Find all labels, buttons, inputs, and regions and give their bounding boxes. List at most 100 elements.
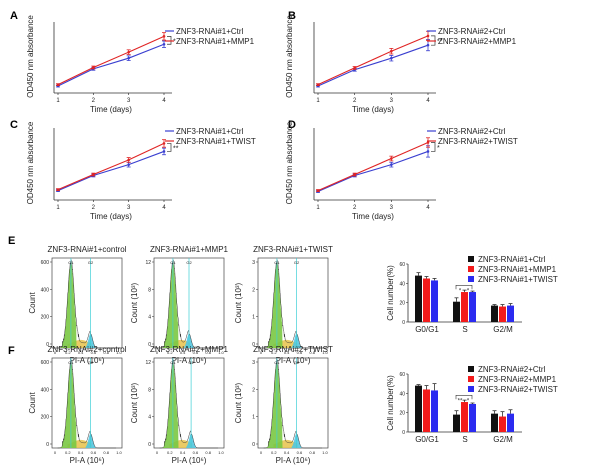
legend-swatch [468,256,474,262]
gate-label: G1 [170,360,176,365]
x-tick-label: 1 [56,205,60,211]
y-tick-label: 0 [46,342,49,348]
data-point [316,83,320,86]
significance-bracket [455,394,473,400]
x-tick-label: 3 [390,98,394,104]
bar [469,403,476,432]
y-tick-label: 8 [148,387,151,393]
x-axis-label: Time (days) [352,105,394,114]
x-tick-label: 0.6 [91,450,97,455]
x-tick-label: 2 [92,98,96,104]
legend-label: ZNF3-RNAi#2+Ctrl [438,127,506,136]
histogram-title: ZNF3-RNAi#2+MMP1 [150,345,229,354]
category-label: G2/M [493,325,513,334]
series-line [317,44,429,87]
histogram-g1-fill [263,361,283,448]
x-axis-label: PI-A (10⁶) [172,456,207,465]
y-tick-label: 3 [252,260,255,266]
panel-letter: E [8,235,15,247]
x-tick-label: 0.8 [103,450,109,455]
x-tick-label: 0.4 [78,450,84,455]
y-tick-label: 1 [252,315,255,321]
y-tick-label: 1 [252,415,255,421]
data-point [390,157,393,160]
y-tick-label: 12 [145,360,151,366]
category-label: S [462,435,467,444]
legend-label: ZNF3-RNAi#2+TWIST [478,385,558,394]
significance-bracket [431,142,436,152]
x-tick-label: 3 [127,98,131,104]
data-point [426,150,430,153]
legend-label: ZNF3-RNAi#1+MMP1 [478,265,557,274]
histogram-outline [57,359,117,449]
series-line [317,150,429,193]
data-point [92,173,95,176]
data-point [56,188,60,191]
x-tick-label: 0 [260,350,263,355]
x-tick-label: 2 [353,98,357,104]
y-axis-label: Count (10³) [130,382,139,423]
data-point [390,163,393,166]
y-axis-label: Cell number(%) [386,375,395,431]
significance-mark: ** [437,39,443,46]
bar [431,390,438,432]
legend-label: ZNF3-RNAi#1+Ctrl [478,255,546,264]
x-tick-label: 0.2 [167,350,173,355]
x-tick-label: 0 [260,450,263,455]
x-tick-label: 0.6 [297,350,303,355]
y-tick-label: 0 [252,442,255,448]
y-tick-label: 60 [399,372,405,378]
bar [491,305,498,322]
data-point [426,34,430,38]
bar [415,275,422,322]
x-tick-label: 1.0 [322,350,328,355]
bar [431,280,438,322]
gate-label: G2 [188,360,194,365]
x-tick-label: 0 [156,450,159,455]
y-axis-label: Count [28,292,37,314]
x-tick-label: 0.4 [284,450,290,455]
gate-label: G2 [88,260,94,265]
histogram-title: ZNF3-RNAi#1+MMP1 [150,245,229,254]
panel-letter: B [288,10,296,22]
data-point [162,150,166,153]
x-axis-label: PI-A (10⁶) [172,356,207,365]
y-tick-label: 400 [41,287,50,293]
histogram-outline [263,359,323,449]
gate-label: G1 [68,260,74,265]
histogram-g1-fill [263,261,283,348]
significance-mark: * [467,288,470,294]
y-tick-label: 4 [148,415,151,421]
category-label: S [462,325,467,334]
histogram-title: ZNF3-RNAi#1+TWIST [253,245,333,254]
series-line [57,43,165,87]
panel-letter: C [10,119,18,131]
significance-bracket [167,36,172,45]
series-line [317,141,429,192]
y-axis-label: OD450 nm absorbance [26,15,35,98]
x-tick-label: 4 [162,205,166,211]
data-point [127,56,130,60]
data-point [127,50,130,54]
x-tick-label: 1 [316,98,320,104]
panel-letter: A [10,10,18,22]
significance-mark: * [437,145,440,152]
histogram-title: ZNF3-RNAi#2+TWIST [253,345,333,354]
histogram-frame [51,357,123,449]
panel-letter: F [8,345,15,357]
y-tick-label: 2 [252,287,255,293]
y-axis-label: OD450 nm absorbance [26,121,35,204]
legend-label: ZNF3-RNAi#1+Ctrl [176,27,244,36]
x-tick-label: 1.0 [322,450,328,455]
x-tick-label: 4 [426,98,430,104]
x-tick-label: 1 [56,98,60,104]
y-tick-label: 3 [252,360,255,366]
category-label: G2/M [493,435,513,444]
bar [461,402,468,432]
gate-label: G2 [294,360,300,365]
bar [507,413,514,432]
gate-label: G1 [274,260,280,265]
histogram-frame [257,257,329,349]
y-tick-label: 60 [399,262,405,268]
